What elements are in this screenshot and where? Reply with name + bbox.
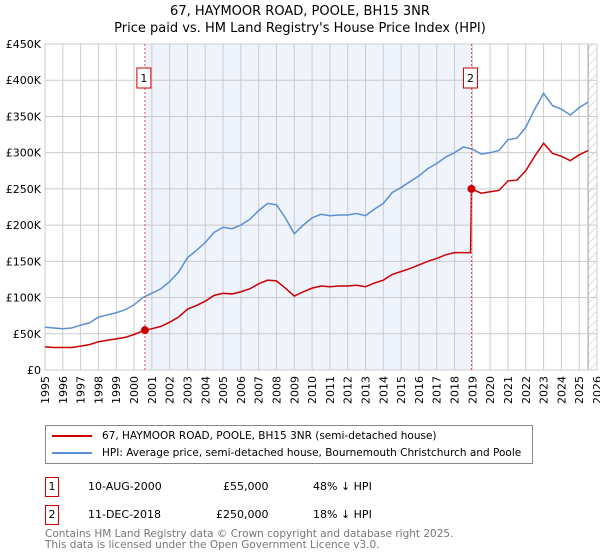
y-tick-label: £200K [6,219,42,232]
y-tick-label: £100K [6,292,42,305]
legend-item-property: 67, HAYMOOR ROAD, POOLE, BH15 3NR (semi-… [52,430,437,442]
y-tick-label: £300K [6,147,42,160]
x-tick-label: 1996 [57,376,70,404]
legend-label-hpi: HPI: Average price, semi-detached house,… [102,447,522,459]
x-tick-label: 2018 [449,376,462,404]
x-tick-label: 2000 [128,376,141,404]
x-tick-label: 2025 [573,376,586,404]
plot-area: 1 2 1995 1996 1997 1998 1999 2000 2001 2002 2003 20… [6,38,600,404]
x-tick-label: 2005 [217,376,230,404]
x-tick-label: 2022 [520,376,533,404]
y-tick-label: £400K [6,74,42,87]
x-tick-label: 2026 [591,376,600,404]
y-tick-label: £350K [6,110,42,123]
sale-date: 10-AUG-2000 [88,480,162,493]
shaded-region [144,44,472,370]
sale-price: £250,000 [216,508,269,521]
sale-badge: 2 [45,505,59,525]
x-tick-label: 2020 [484,376,497,404]
x-tick-label: 2019 [466,376,479,404]
x-tick-label: 1995 [39,376,52,404]
sale-row: 1 10-AUG-2000 £55,000 48% ↓ HPI [45,477,545,497]
x-tick-label: 2021 [502,376,515,404]
sale-point [467,184,476,193]
x-tick-label: 2001 [146,376,159,404]
sale-date: 11-DEC-2018 [88,508,162,521]
x-tick-label: 2007 [253,376,266,404]
x-tick-label: 2014 [377,376,390,404]
x-tick-label: 2013 [360,376,373,404]
sale-price: £55,000 [223,480,269,493]
hpi-series-line [44,91,589,330]
x-tick-label: 2024 [555,376,568,404]
x-tick-label: 1998 [92,376,105,404]
footer-copyright: Contains HM Land Registry data © Crown c… [45,528,454,540]
legend-swatch-red [52,435,92,437]
forecast-hatch [588,44,597,370]
x-tick-label: 2016 [413,376,426,404]
x-tick-label: 2012 [342,376,355,404]
y-tick-label: £250K [6,183,42,196]
sale-marker-label: 2 [467,72,474,85]
x-tick-label: 2002 [164,376,177,404]
sale-marker-box [136,67,152,89]
y-tick-label: £450K [6,38,42,51]
sale-marker-label: 1 [140,72,147,85]
sale-diff: 18% ↓ HPI [313,508,372,521]
y-tick-label: £0 [27,364,41,377]
legend-label-property: 67, HAYMOOR ROAD, POOLE, BH15 3NR (semi-… [102,430,437,442]
x-tick-label: 2017 [431,376,444,404]
sale-marker-box [462,67,478,89]
legend: 67, HAYMOOR ROAD, POOLE, BH15 3NR (semi-… [45,425,533,464]
legend-swatch-blue [52,452,92,454]
chart-subtitle: Price paid vs. HM Land Registry's House … [114,21,486,36]
sale-point [140,326,149,335]
legend-item-hpi: HPI: Average price, semi-detached house,… [52,447,521,459]
sale-diff: 48% ↓ HPI [313,480,372,493]
x-tick-label: 2004 [199,376,212,404]
x-tick-label: 1997 [75,376,88,404]
plot-border [44,43,598,371]
x-tick-label: 2003 [181,376,194,404]
x-tick-label: 2006 [235,376,248,404]
sale-row: 2 11-DEC-2018 £250,000 18% ↓ HPI [45,505,545,525]
x-tick-label: 2023 [538,376,551,404]
footer-license: This data is licensed under the Open Gov… [45,539,380,551]
y-tick-label: £150K [6,255,42,268]
x-tick-label: 2010 [306,376,319,404]
property-series-line [44,142,589,349]
y-tick-label: £50K [13,328,42,341]
x-tick-label: 1999 [110,376,123,404]
chart-title: 67, HAYMOOR ROAD, POOLE, BH15 3NR [170,4,430,19]
x-tick-label: 2008 [270,376,283,404]
sale-badge: 1 [45,477,59,497]
x-tick-label: 2015 [395,376,408,404]
x-tick-label: 2009 [288,376,301,404]
x-tick-label: 2011 [324,376,337,404]
